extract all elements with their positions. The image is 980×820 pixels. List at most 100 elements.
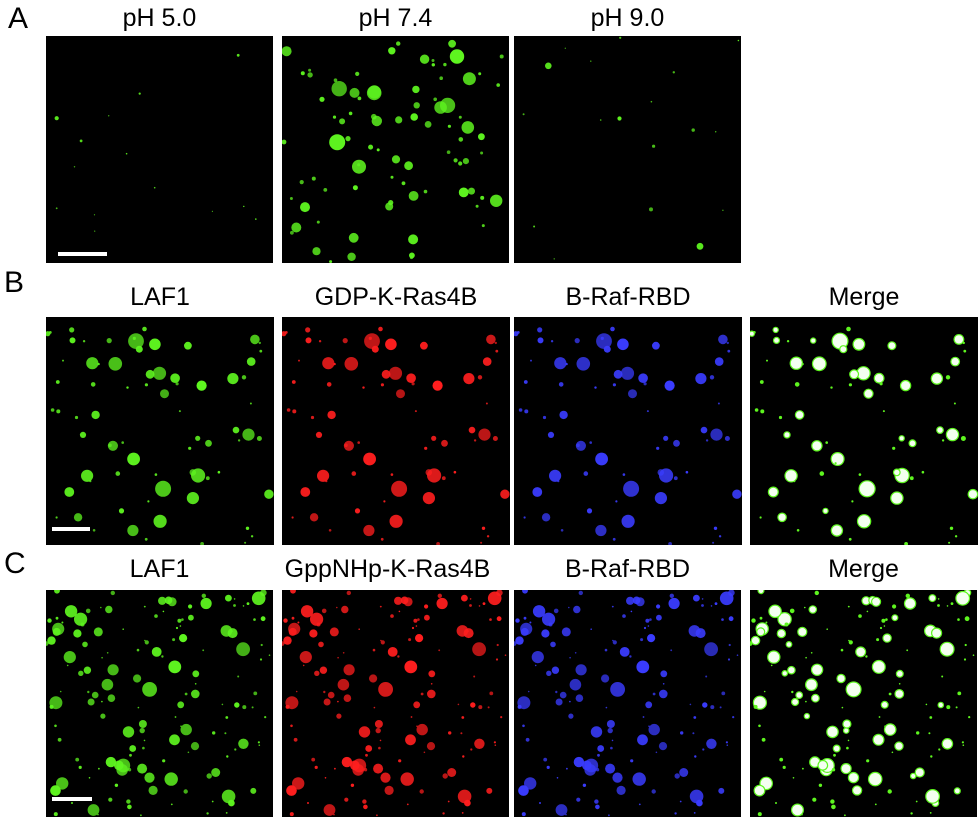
- droplet: [253, 691, 258, 696]
- droplet: [500, 489, 510, 499]
- droplet: [560, 529, 564, 532]
- droplet: [344, 357, 359, 371]
- droplet: [397, 655, 400, 658]
- droplet: [62, 359, 64, 362]
- droplet: [362, 386, 365, 389]
- droplet: [802, 767, 804, 770]
- droplet: [243, 205, 245, 208]
- droplet: [329, 627, 339, 637]
- droplet: [962, 744, 965, 746]
- droplet: [440, 97, 456, 113]
- droplet: [832, 744, 841, 753]
- droplet: [673, 476, 678, 481]
- droplet: [732, 716, 735, 719]
- droplet: [125, 152, 128, 155]
- droplet: [183, 789, 188, 794]
- droplet: [811, 356, 827, 372]
- droplet: [283, 618, 288, 623]
- droplet: [168, 660, 182, 674]
- droplet: [791, 690, 794, 694]
- droplet: [167, 597, 177, 607]
- droplet: [463, 628, 474, 639]
- droplet: [575, 694, 584, 702]
- droplet: [925, 703, 928, 706]
- droplet: [759, 380, 764, 384]
- droplet: [286, 785, 297, 796]
- droplet: [462, 72, 476, 86]
- droplet: [126, 386, 129, 389]
- droplet: [289, 197, 293, 200]
- droplet: [234, 748, 237, 751]
- droplet: [201, 593, 206, 598]
- droplet: [447, 800, 450, 803]
- droplet: [405, 734, 416, 746]
- droplet: [431, 435, 437, 441]
- droplet: [655, 751, 658, 754]
- droplet: [830, 386, 833, 389]
- droplet: [420, 692, 424, 696]
- droplet: [531, 651, 544, 664]
- droplet: [640, 638, 644, 642]
- droplet: [568, 713, 574, 719]
- droplet: [949, 526, 954, 530]
- droplet: [915, 800, 918, 803]
- droplet: [914, 767, 925, 778]
- droplet: [90, 382, 96, 387]
- droplet: [487, 591, 502, 606]
- droplet: [448, 731, 452, 735]
- droplet: [656, 446, 660, 450]
- droplet: [184, 341, 192, 350]
- droplet: [543, 757, 548, 762]
- droplet: [930, 755, 933, 758]
- droplet: [925, 788, 941, 804]
- droplet: [453, 158, 458, 163]
- droplet: [480, 195, 485, 200]
- micrograph: [750, 317, 978, 545]
- droplet: [323, 690, 326, 694]
- droplet: [179, 625, 182, 627]
- droplet: [384, 785, 394, 795]
- droplet: [573, 756, 585, 768]
- droplet: [436, 542, 440, 545]
- droplet: [242, 605, 245, 607]
- droplet: [758, 724, 761, 728]
- droplet: [638, 373, 648, 383]
- droplet: [376, 814, 378, 817]
- panel-letter: C: [4, 547, 26, 580]
- droplet: [607, 727, 613, 734]
- droplet: [761, 737, 766, 742]
- droplet: [945, 427, 960, 442]
- droplet: [523, 380, 528, 384]
- droplet: [941, 675, 944, 678]
- droplet: [946, 705, 951, 710]
- droplet: [186, 492, 199, 505]
- droplet: [85, 608, 91, 614]
- droplet: [458, 187, 469, 198]
- droplet: [803, 712, 811, 720]
- droplet: [130, 462, 133, 465]
- droplet: [899, 379, 912, 392]
- droplet: [388, 200, 394, 206]
- droplet: [524, 777, 537, 790]
- droplet: [660, 670, 668, 678]
- droplet: [599, 119, 602, 121]
- droplet: [830, 799, 835, 804]
- droplet: [910, 812, 913, 815]
- droplet: [811, 693, 820, 703]
- droplet: [363, 452, 376, 466]
- droplet: [652, 341, 660, 350]
- droplet: [346, 590, 351, 596]
- droplet: [928, 732, 931, 735]
- micrograph: [750, 590, 977, 817]
- droplet: [704, 642, 718, 657]
- droplet: [635, 597, 645, 607]
- droplet: [251, 591, 266, 606]
- micrograph: [282, 317, 510, 545]
- droplet: [50, 785, 61, 796]
- droplet: [725, 741, 728, 744]
- droplet: [78, 765, 82, 769]
- droplet: [114, 783, 119, 787]
- droplet: [169, 734, 180, 746]
- droplet: [350, 783, 355, 787]
- droplet: [795, 691, 804, 699]
